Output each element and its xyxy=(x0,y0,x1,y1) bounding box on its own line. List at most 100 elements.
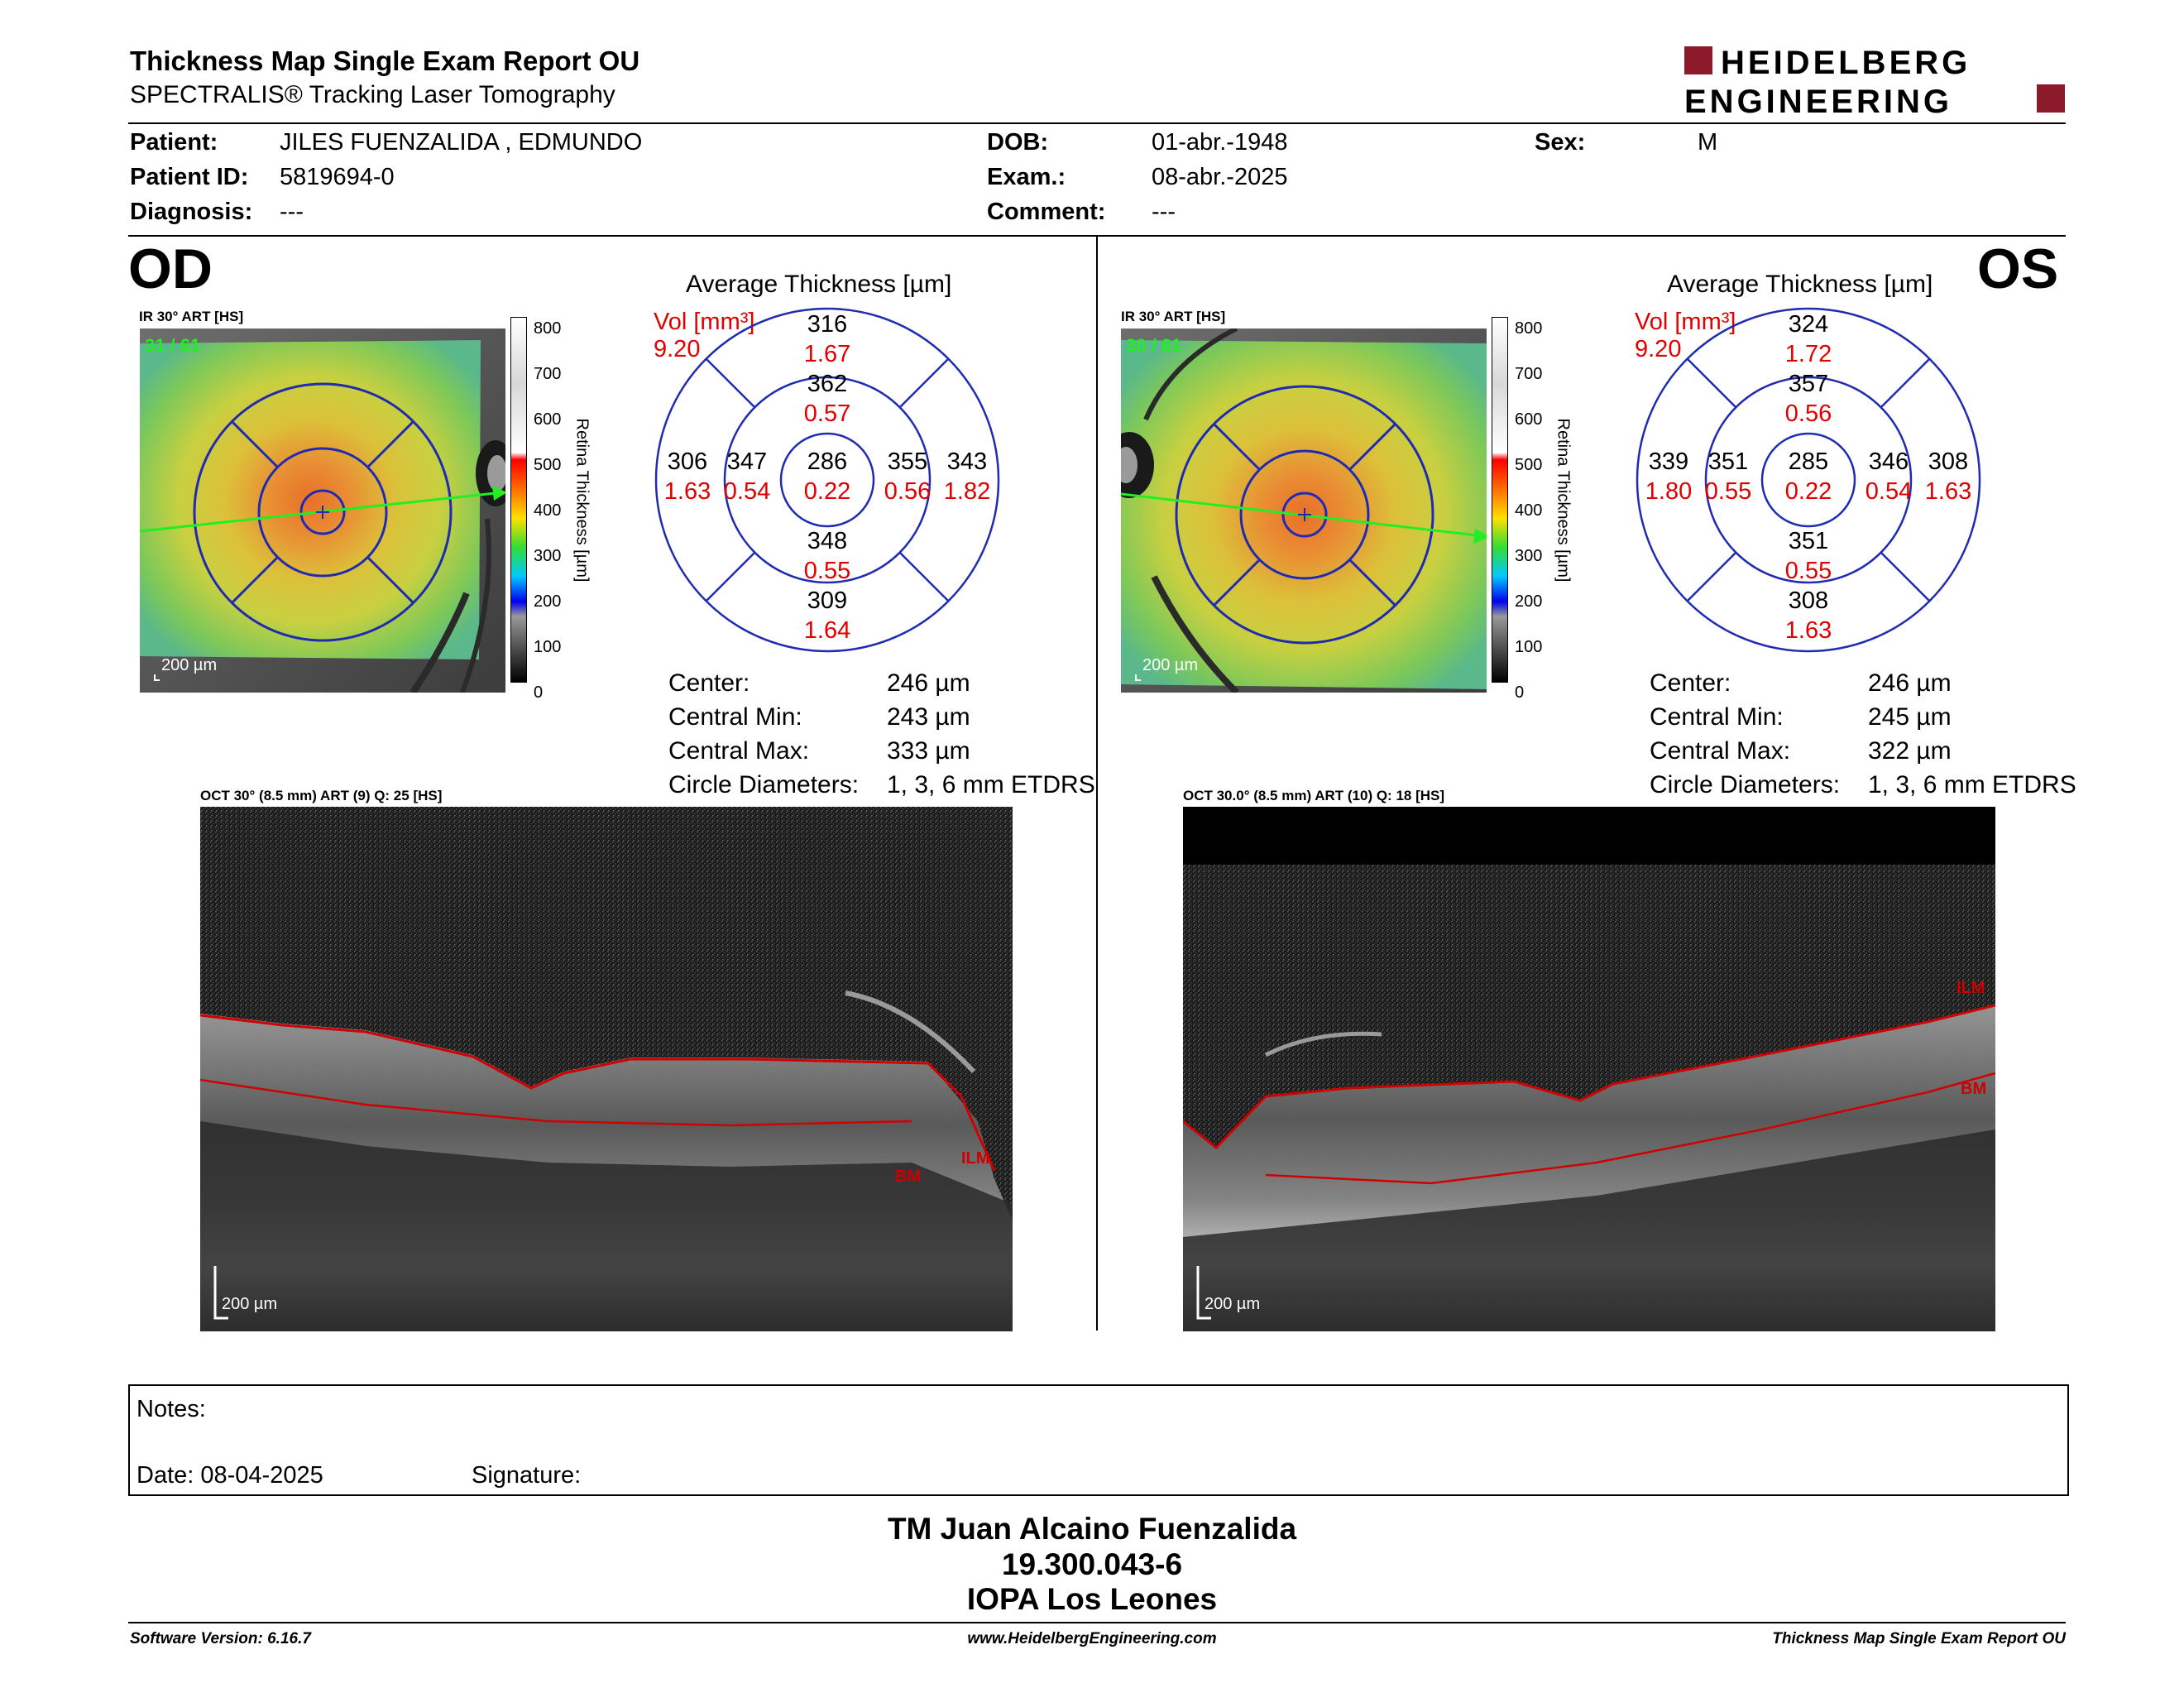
os-nasal-outer-vol: 1.80 xyxy=(1645,478,1693,505)
os-top-outer: 324 xyxy=(1788,311,1829,338)
os-colorbar xyxy=(1492,317,1508,683)
report-name-footer: Thickness Map Single Exam Report OU xyxy=(1772,1630,2066,1647)
od-colorbar-title: Retina Thickness [µm] xyxy=(572,418,592,583)
od-center-label: Center: xyxy=(668,669,750,697)
od-top-outer-vol: 1.67 xyxy=(803,341,851,367)
website-link[interactable]: www.HeidelbergEngineering.com xyxy=(967,1630,1217,1647)
os-bottom-outer: 308 xyxy=(1788,587,1829,614)
signoff-place: IOPA Los Leones xyxy=(966,1582,1218,1616)
od-center-value: 246 µm xyxy=(887,669,970,697)
heidelberg-logo: HEIDELBERG ENGINEERING xyxy=(1684,43,2065,122)
od-bottom-inner-vol: 0.55 xyxy=(803,558,851,584)
os-oct-bscan: ILM BM 200 µm xyxy=(1183,807,1995,1331)
os-colorbar-title: Retina Thickness [µm] xyxy=(1554,418,1573,583)
exam-label: Exam.: xyxy=(987,164,1066,190)
os-min-value: 245 µm xyxy=(1868,703,1952,731)
od-temporal-inner-vol: 0.56 xyxy=(884,478,932,505)
os-nasal-inner-vol: 0.55 xyxy=(1704,478,1752,505)
svg-text:HEIDELBERG: HEIDELBERG xyxy=(1721,45,1971,81)
os-temporal-inner: 346 xyxy=(1868,448,1909,475)
signoff-name: TM Juan Alcaino Fuenzalida xyxy=(887,1512,1297,1546)
od-top-inner-vol: 0.57 xyxy=(803,400,851,427)
od-colorbar-ticks: 800 700 600 500 400 300 200 100 0 xyxy=(534,319,562,702)
od-nasal-outer: 306 xyxy=(667,448,708,475)
os-ilm-label: ILM xyxy=(1956,979,1985,997)
od-max-label: Central Max: xyxy=(668,737,810,765)
exam-value: 08-abr.-2025 xyxy=(1152,164,1288,190)
od-top-inner: 362 xyxy=(807,371,848,397)
os-thickness-map: 30 / 61 200 µm xyxy=(1104,326,1490,695)
os-diam-value: 1, 3, 6 mm ETDRS xyxy=(1868,771,2076,798)
patient-id-label: Patient ID: xyxy=(130,164,249,190)
report-subtitle: SPECTRALIS® Tracking Laser Tomography xyxy=(130,81,615,108)
od-vol-label: Vol [mm³] xyxy=(654,309,755,335)
od-min-label: Central Min: xyxy=(668,703,802,731)
notes-box[interactable]: Notes: Date: 08-04-2025 Signature: xyxy=(128,1384,2069,1496)
od-label: OD xyxy=(128,237,213,300)
comment-value: --- xyxy=(1152,199,1176,225)
os-bm-label: BM xyxy=(1961,1080,1987,1098)
os-temporal-outer-vol: 1.63 xyxy=(1924,478,1972,505)
od-temporal-outer: 343 xyxy=(946,448,988,475)
os-map-scale: 200 µm xyxy=(1142,656,1199,674)
os-top-outer-vol: 1.72 xyxy=(1784,341,1832,367)
svg-text:ENGINEERING: ENGINEERING xyxy=(1684,84,1952,117)
dob-value: 01-abr.-1948 xyxy=(1152,129,1288,156)
software-version: Software Version: 6.16.7 xyxy=(130,1630,311,1647)
od-etdrs-grid: 316 1.67 362 0.57 306 1.63 347 0.54 286 … xyxy=(654,306,1001,654)
od-ir-label: IR 30° ART [HS] xyxy=(139,309,244,324)
report-title: Thickness Map Single Exam Report OU xyxy=(130,46,640,76)
header-rule xyxy=(128,122,2066,124)
footer-rule xyxy=(128,1622,2066,1623)
os-max-value: 322 µm xyxy=(1868,737,1952,765)
os-vol-total: 9.20 xyxy=(1635,336,1682,362)
od-temporal-inner: 355 xyxy=(887,448,928,475)
os-vol-label: Vol [mm³] xyxy=(1635,309,1736,335)
os-top-inner-vol: 0.56 xyxy=(1784,400,1832,427)
od-bottom-outer: 309 xyxy=(807,587,848,614)
od-center: 286 xyxy=(807,448,848,475)
od-temporal-outer-vol: 1.82 xyxy=(943,478,991,505)
od-oct-scale: 200 µm xyxy=(222,1295,278,1313)
os-etdrs-grid: 324 1.72 357 0.56 339 1.80 351 0.55 285 … xyxy=(1635,306,1982,654)
eye-divider xyxy=(1096,236,1098,1331)
os-max-label: Central Max: xyxy=(1650,737,1791,765)
signature-label: Signature: xyxy=(472,1462,582,1489)
od-oct-label: OCT 30° (8.5 mm) ART (9) Q: 25 [HS] xyxy=(200,788,443,803)
os-temporal-inner-vol: 0.54 xyxy=(1865,478,1913,505)
sex-label: Sex: xyxy=(1535,129,1586,156)
date-label: Date: 08-04-2025 xyxy=(136,1462,323,1489)
od-vol-total: 9.20 xyxy=(654,336,701,362)
od-oct-bscan: ILM BM 200 µm xyxy=(200,807,1013,1331)
od-max-value: 333 µm xyxy=(887,737,970,765)
od-nasal-inner-vol: 0.54 xyxy=(723,478,771,505)
od-frame-counter: 31 / 61 xyxy=(145,335,201,356)
od-nasal-inner: 347 xyxy=(726,448,768,475)
patient-name: JILES FUENZALIDA , EDMUNDO xyxy=(280,129,643,156)
patient-id: 5819694-0 xyxy=(280,164,395,190)
od-bottom-outer-vol: 1.64 xyxy=(803,617,851,644)
os-oct-label: OCT 30.0° (8.5 mm) ART (10) Q: 18 [HS] xyxy=(1183,788,1445,803)
od-map-scale: 200 µm xyxy=(161,656,218,674)
os-min-label: Central Min: xyxy=(1650,703,1784,731)
sex-value: M xyxy=(1698,129,1718,156)
od-colorbar xyxy=(510,317,527,683)
od-ilm-label: ILM xyxy=(961,1149,990,1168)
os-bottom-inner-vol: 0.55 xyxy=(1784,558,1832,584)
os-nasal-outer: 339 xyxy=(1648,448,1689,475)
diagnosis-value: --- xyxy=(280,199,304,225)
os-diam-label: Circle Diameters: xyxy=(1650,771,1841,798)
notes-label: Notes: xyxy=(136,1396,206,1422)
od-bottom-inner: 348 xyxy=(807,528,848,554)
os-frame-counter: 30 / 61 xyxy=(1126,335,1182,356)
dob-label: DOB: xyxy=(987,129,1049,156)
os-ir-label: IR 30° ART [HS] xyxy=(1121,309,1226,324)
os-nasal-inner: 351 xyxy=(1707,448,1749,475)
od-center-vol: 0.22 xyxy=(803,478,851,505)
os-center: 285 xyxy=(1788,448,1829,475)
os-temporal-outer: 308 xyxy=(1928,448,1969,475)
od-diam-label: Circle Diameters: xyxy=(668,771,860,798)
od-top-outer: 316 xyxy=(807,311,848,338)
od-avg-title: Average Thickness [µm] xyxy=(686,271,952,298)
od-diam-value: 1, 3, 6 mm ETDRS xyxy=(887,771,1095,798)
